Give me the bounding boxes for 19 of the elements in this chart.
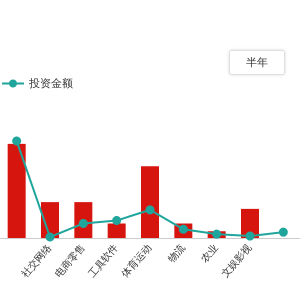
point — [46, 232, 54, 242]
point — [146, 205, 154, 214]
x-tick-label: 农业 — [198, 242, 221, 265]
x-tick-label: 电商零售 — [52, 242, 88, 280]
x-tick-label: 体育运动 — [119, 242, 154, 280]
text: 半年 — [246, 56, 268, 69]
point — [246, 232, 254, 241]
point — [12, 136, 22, 146]
x-tick-label: 工具软件 — [86, 242, 121, 280]
bar — [141, 166, 159, 238]
x-tick-label: 社交网络 — [19, 242, 54, 280]
bar — [8, 144, 26, 238]
x-tick-label: 文娱影视 — [219, 242, 254, 280]
point — [112, 216, 122, 226]
legend-label: 投资金额 — [28, 77, 73, 90]
x-tick-label: 物流 — [165, 242, 188, 265]
point — [278, 228, 288, 237]
point — [212, 230, 222, 239]
bar — [108, 223, 126, 238]
